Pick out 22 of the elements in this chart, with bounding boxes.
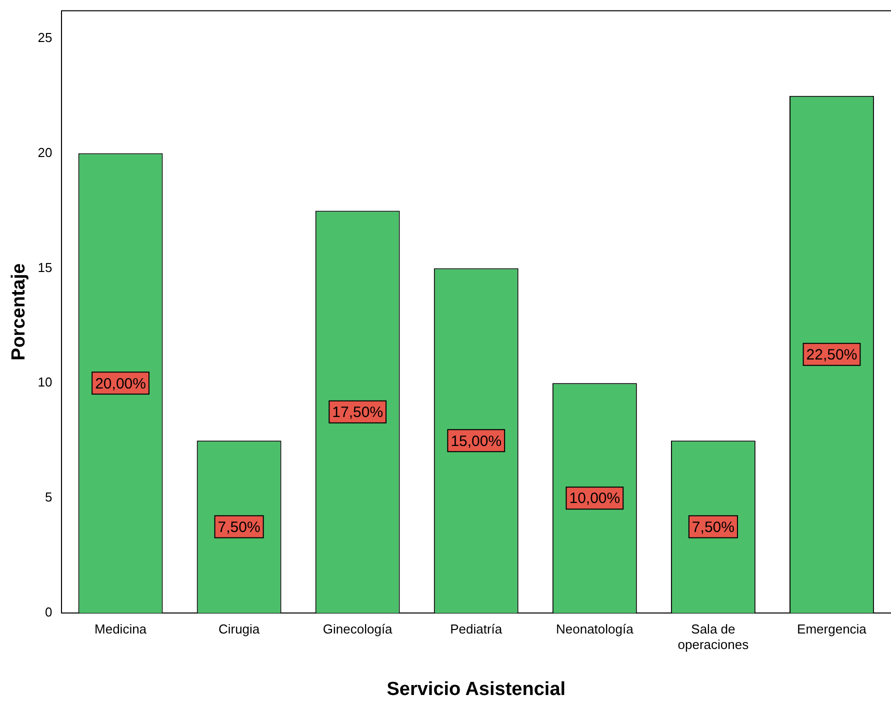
y-tick-label: 10 <box>38 374 52 390</box>
x-tick-label: Emergencia <box>797 621 868 636</box>
y-tick-label: 5 <box>45 490 52 505</box>
data-label: 17,50% <box>332 404 384 422</box>
data-label: 7,50% <box>218 518 260 536</box>
x-tick-label: Cirugia <box>218 621 260 636</box>
y-axis-title: Porcentaje <box>8 263 30 360</box>
x-axis-title: Servicio Asistencial <box>386 678 566 700</box>
data-label: 22,50% <box>806 346 858 364</box>
data-label: 10,00% <box>569 490 620 508</box>
x-tick-label: Medicina <box>94 621 148 636</box>
y-tick-label: 0 <box>45 604 52 620</box>
y-tick-label: 20 <box>38 144 52 160</box>
y-tick-label: 15 <box>38 260 52 275</box>
data-label: 20,00% <box>95 375 146 392</box>
y-tick-label: 25 <box>38 30 52 45</box>
x-tick-label: Neonatología <box>556 621 634 636</box>
data-label: 15,00% <box>450 432 502 450</box>
data-label: 7,50% <box>692 518 734 536</box>
x-tick-label: Sala de operaciones <box>678 621 750 652</box>
x-tick-label: Pediatría <box>450 621 503 636</box>
x-tick-label: Ginecología <box>322 621 394 636</box>
